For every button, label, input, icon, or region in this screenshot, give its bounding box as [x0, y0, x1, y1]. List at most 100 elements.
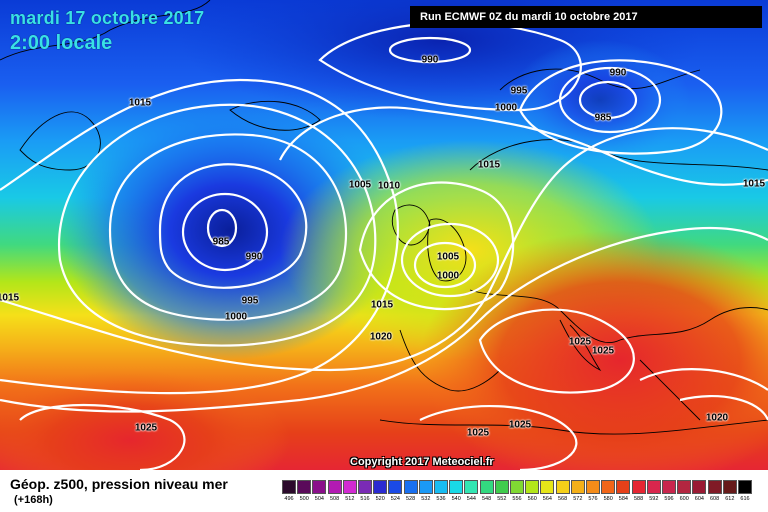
legend-swatch: [297, 480, 312, 494]
legend-swatch: [540, 480, 555, 494]
isobar-label: 1005: [348, 179, 372, 191]
isobar-label: 990: [609, 67, 627, 79]
isobar-label: 995: [510, 85, 528, 97]
legend-swatch: [464, 480, 479, 494]
legend-swatch: [327, 480, 342, 494]
legend-swatch: [449, 480, 464, 494]
legend-value: 540: [451, 496, 461, 502]
legend-value: 592: [649, 496, 659, 502]
map-canvas: [0, 0, 768, 470]
legend-value: 596: [664, 496, 674, 502]
copyright-text: Copyright 2017 Meteociel.fr: [350, 456, 494, 468]
legend-swatch: [434, 480, 448, 494]
isobar-label: 1025: [508, 419, 532, 431]
legend-swatch: [494, 480, 509, 494]
legend-value: 608: [710, 496, 720, 502]
isobar-label: 995: [241, 295, 259, 307]
isobar-label: 1015: [370, 299, 394, 311]
legend-value: 496: [284, 496, 294, 502]
legend-swatch: [312, 480, 327, 494]
valid-time: 2:00 locale: [10, 32, 113, 54]
isobar-label: 1020: [705, 412, 729, 424]
isobar-label: 1025: [591, 345, 615, 357]
isobar-label: 1015: [0, 292, 20, 304]
isobar-label: 1000: [494, 102, 518, 114]
legend-swatch: [586, 480, 600, 494]
legend-swatch: [373, 480, 388, 494]
legend-swatch: [631, 480, 646, 494]
legend-value: 508: [330, 496, 340, 502]
legend-value: 500: [299, 496, 309, 502]
legend-value: 532: [421, 496, 431, 502]
isobar-label: 1015: [477, 159, 501, 171]
legend-swatch: [570, 480, 585, 494]
legend-value: 524: [390, 496, 400, 502]
legend-swatch: [418, 480, 433, 494]
legend-swatch: [510, 480, 524, 494]
legend-swatch: [738, 480, 752, 494]
coastlines: [0, 0, 768, 435]
legend-swatch: [403, 480, 418, 494]
model-run-info: Run ECMWF 0Z du mardi 10 octobre 2017: [410, 6, 762, 28]
legend-swatch: [692, 480, 707, 494]
legend-value: 616: [740, 496, 750, 502]
legend-value: 504: [314, 496, 324, 502]
legend-swatch: [342, 480, 357, 494]
legend-value: 572: [573, 496, 583, 502]
legend-value: 568: [558, 496, 568, 502]
isobar-label: 985: [212, 236, 230, 248]
legend-value: 600: [679, 496, 689, 502]
valid-date: mardi 17 octobre 2017: [10, 8, 205, 28]
geopotential-map: mardi 17 octobre 2017 2:00 locale Run EC…: [0, 0, 768, 470]
legend-value: 612: [725, 496, 735, 502]
legend-value: 588: [634, 496, 644, 502]
isobar-label: 1025: [134, 422, 158, 434]
legend-value: 556: [512, 496, 522, 502]
legend-value: 560: [527, 496, 537, 502]
legend-swatch: [646, 480, 661, 494]
isobar-label: 1025: [568, 336, 592, 348]
legend-swatch: [707, 480, 722, 494]
isobar-label: 1025: [466, 427, 490, 439]
color-legend: 496 500 504 508 512 516 520 524 528 532 536 540 544 5…: [282, 480, 754, 506]
map-title: Géop. z500, pression niveau mer: [10, 476, 228, 492]
legend-swatch: [555, 480, 570, 494]
isobar-label: 1015: [742, 178, 766, 190]
legend-value: 544: [466, 496, 476, 502]
legend-value: 512: [345, 496, 355, 502]
legend-value: 520: [375, 496, 385, 502]
legend-swatch: [358, 480, 372, 494]
legend-value: 516: [360, 496, 370, 502]
isobar-label: 1010: [377, 180, 401, 192]
azores-high-area: [0, 370, 290, 470]
legend-value: 584: [618, 496, 628, 502]
legend-value: 580: [603, 496, 613, 502]
legend-swatch: [282, 480, 296, 494]
legend-value: 548: [482, 496, 492, 502]
isobar-label: 990: [245, 251, 263, 263]
isobar-label: 990: [421, 54, 439, 66]
legend-value: 552: [497, 496, 507, 502]
footer-bar: Géop. z500, pression niveau mer (+168h) …: [0, 470, 768, 512]
isobar-label: 1000: [436, 270, 460, 282]
legend-swatch: [388, 480, 403, 494]
legend-swatch: [601, 480, 616, 494]
legend-value: 576: [588, 496, 598, 502]
legend-value: 536: [436, 496, 446, 502]
legend-swatch: [722, 480, 737, 494]
legend-swatch: [662, 480, 676, 494]
legend-value: 604: [694, 496, 704, 502]
isobar-label: 1020: [369, 331, 393, 343]
legend-swatch: [616, 480, 631, 494]
forecast-lead: (+168h): [14, 494, 53, 506]
legend-swatch: [479, 480, 494, 494]
legend-swatch: [525, 480, 540, 494]
legend-value: 528: [406, 496, 416, 502]
isobar-label: 1000: [224, 311, 248, 323]
legend-value: 564: [542, 496, 552, 502]
isobar-label: 1005: [436, 251, 460, 263]
isobars: [0, 21, 768, 470]
legend-swatch: [677, 480, 692, 494]
isobar-label: 1015: [128, 97, 152, 109]
